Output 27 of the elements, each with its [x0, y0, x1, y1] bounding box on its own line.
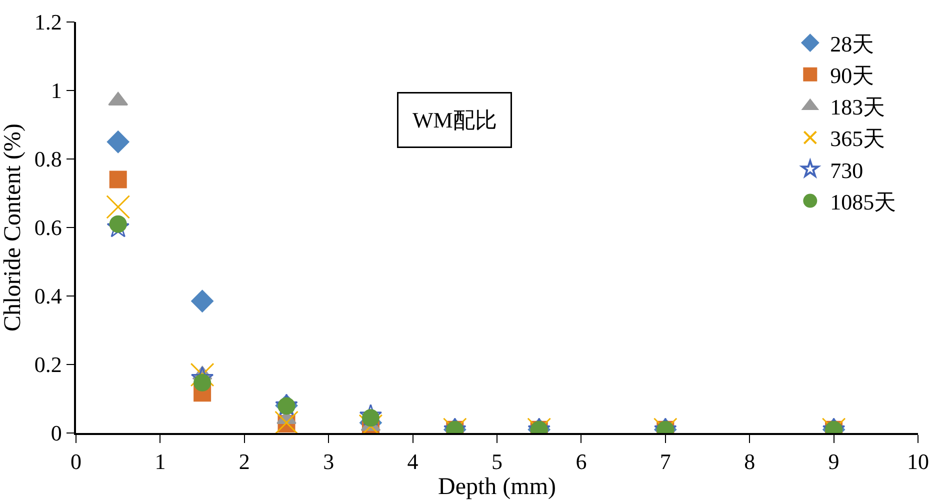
y-tick-label: 0.6: [34, 215, 62, 240]
y-tick-label: 0.8: [34, 146, 62, 172]
x-tick-label: 6: [576, 449, 587, 474]
y-tick-label: 0.4: [34, 284, 62, 309]
x-axis-title: Depth (mm): [438, 474, 556, 500]
x-tick-label: 4: [407, 449, 418, 474]
x-tick-label: 2: [238, 449, 250, 474]
y-axis-title: Chloride Content (%): [0, 124, 26, 332]
y-tick-label: 1: [50, 78, 62, 104]
x-tick-label: 5: [492, 449, 502, 474]
annotation: WM配比: [412, 108, 497, 132]
x-tick-label: 10: [907, 449, 929, 474]
x-tick-label: 7: [660, 449, 671, 474]
legend-label: 730: [830, 158, 864, 183]
legend-label: 1085天: [830, 189, 896, 214]
legend-label: 365天: [830, 126, 886, 152]
x-tick-label: 9: [828, 449, 840, 474]
x-tick-label: 0: [70, 449, 82, 474]
y-tick-label: 0.2: [34, 352, 62, 378]
legend-label: 183天: [830, 94, 886, 120]
x-tick-label: 8: [744, 449, 756, 474]
x-tick-label: 3: [323, 449, 334, 474]
y-tick-label: 1.2: [34, 10, 62, 35]
legend-label: 28天: [830, 31, 874, 56]
x-tick-label: 1: [154, 449, 166, 474]
y-tick-label: 0: [50, 420, 62, 446]
legend-label: 90天: [830, 62, 874, 88]
